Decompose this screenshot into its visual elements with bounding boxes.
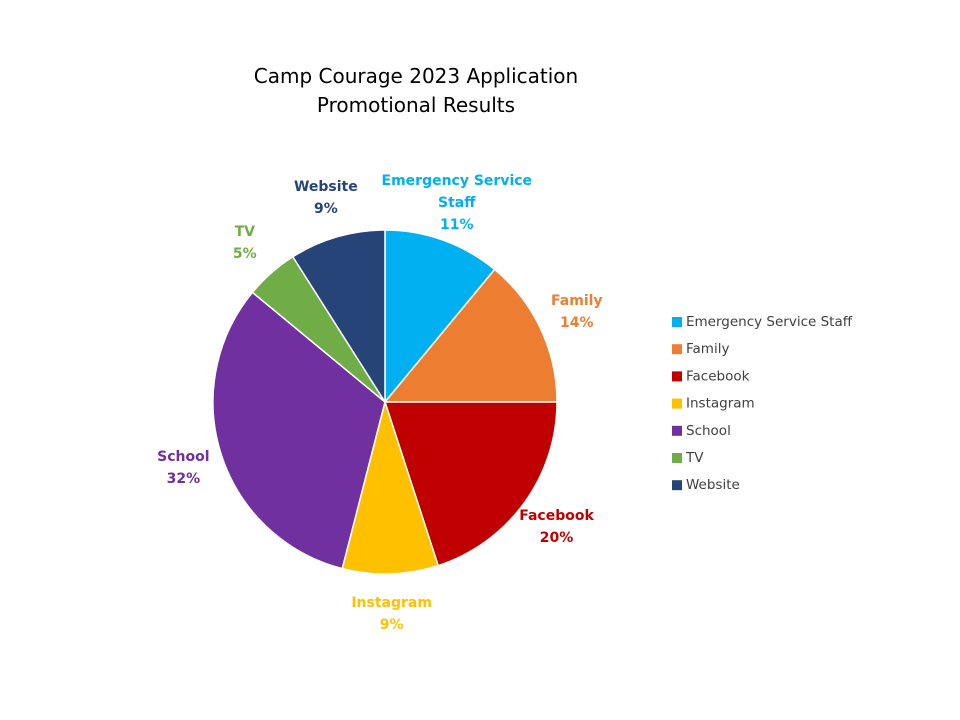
pie-slice — [341, 399, 440, 575]
data-label: Website 9% — [294, 176, 358, 220]
chart-title: Camp Courage 2023 Application Promotiona… — [253, 64, 579, 117]
data-label: TV 5% — [233, 221, 257, 265]
legend-label: Facebook — [686, 368, 750, 384]
pie-slice — [384, 229, 496, 405]
legend-swatch — [672, 480, 682, 491]
data-label-category: School — [157, 448, 210, 465]
legend-label: Emergency Service Staff — [686, 314, 853, 330]
data-label-category: Facebook — [519, 507, 594, 524]
data-label: Instagram 9% — [351, 592, 432, 636]
legend-swatch — [672, 398, 682, 409]
legend-swatch — [672, 425, 682, 436]
data-label-category: Family — [551, 292, 603, 309]
pie-slice — [383, 401, 558, 567]
pie-slice — [291, 229, 386, 405]
data-label-value: 9% — [379, 616, 404, 633]
legend-label: Website — [686, 477, 740, 493]
data-label-value: 5% — [232, 245, 257, 262]
data-label: Facebook 20% — [519, 505, 594, 549]
data-label-category: Instagram — [351, 594, 432, 611]
data-label: School 32% — [157, 446, 209, 490]
legend-swatch — [672, 371, 682, 382]
legend-label: Instagram — [686, 396, 755, 412]
data-label-value: 32% — [166, 470, 201, 487]
legend-label: TV — [685, 450, 704, 466]
data-label-value: 14% — [560, 314, 594, 331]
data-label-category: Emergency Service Staff — [381, 172, 533, 211]
data-label: Emergency Service Staff 11% — [377, 170, 537, 236]
legend-swatch — [672, 344, 682, 355]
data-label-value: 9% — [313, 201, 338, 218]
pie-slice — [212, 291, 386, 570]
legend-swatch — [672, 317, 682, 327]
legend-label: Family — [686, 341, 729, 357]
data-label-value: 11% — [440, 216, 474, 233]
legend-label: School — [686, 423, 731, 439]
data-label: Family 14% — [551, 290, 603, 334]
legend-swatch — [672, 453, 682, 463]
data-label-category: TV — [234, 223, 255, 240]
data-label-category: Website — [293, 179, 358, 196]
data-label-value: 20% — [539, 529, 574, 546]
pie-slice — [383, 268, 558, 403]
